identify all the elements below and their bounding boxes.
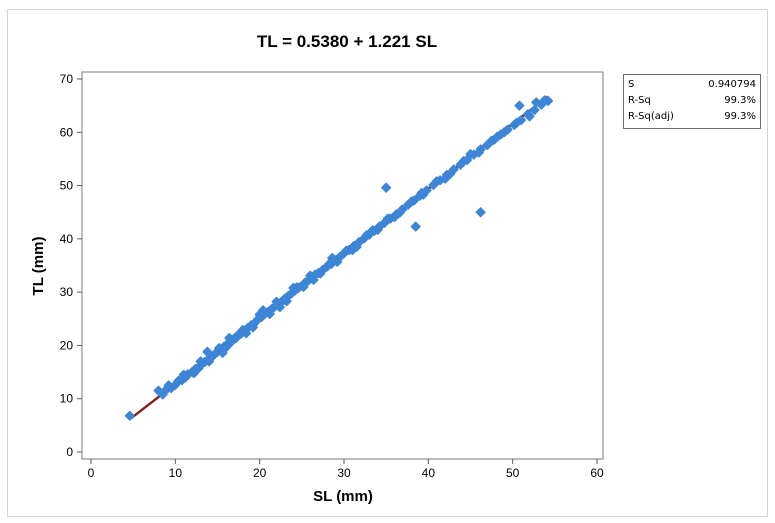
y-axis-label: TL (mm) <box>30 237 47 296</box>
stat-row-s: S 0.940794 <box>628 77 756 93</box>
y-tick-label: 20 <box>60 338 74 352</box>
data-point <box>202 346 213 357</box>
data-point <box>531 97 542 108</box>
data-point <box>315 268 326 279</box>
data-point <box>389 212 400 223</box>
data-point <box>241 328 252 339</box>
data-point <box>492 131 503 142</box>
x-tick-label: 50 <box>506 466 520 480</box>
data-point <box>274 302 285 313</box>
data-point <box>188 368 199 379</box>
stat-label: R-Sq <box>628 95 651 106</box>
model-summary-box: S 0.940794 R-Sq 99.3% R-Sq(adj) 99.3% <box>623 74 761 129</box>
data-point <box>381 182 392 193</box>
data-point <box>410 221 421 232</box>
data-point <box>264 308 275 319</box>
data-point <box>323 259 334 270</box>
y-tick-label: 50 <box>60 179 74 193</box>
data-point <box>499 127 510 138</box>
x-axis-label: SL (mm) <box>313 488 373 505</box>
data-point <box>465 149 476 160</box>
data-point <box>539 95 550 106</box>
data-point <box>511 117 522 128</box>
x-tick-label: 30 <box>337 466 351 480</box>
data-point <box>524 111 535 122</box>
data-point <box>440 173 451 184</box>
data-point <box>163 380 174 391</box>
data-point <box>247 322 258 333</box>
data-point <box>178 369 189 380</box>
data-points <box>124 95 554 421</box>
data-point <box>475 207 486 218</box>
data-point <box>367 225 378 236</box>
data-point <box>445 168 456 179</box>
y-tick-label: 10 <box>60 392 74 406</box>
x-tick-label: 20 <box>253 466 267 480</box>
data-point <box>298 281 309 292</box>
data-point <box>258 305 269 316</box>
data-point <box>347 245 358 256</box>
x-tick-label: 40 <box>422 466 436 480</box>
y-tick-label: 30 <box>60 285 74 299</box>
x-axis: 0 10 20 30 40 50 60 <box>88 459 604 480</box>
stat-label: S <box>628 79 635 90</box>
chart-title: TL = 0.5380 + 1.221 SL <box>257 32 437 51</box>
data-point <box>431 176 442 187</box>
stat-value: 0.940794 <box>708 79 756 90</box>
x-tick-label: 10 <box>169 466 183 480</box>
data-point <box>291 282 302 293</box>
stat-row-r-sq: R-Sq 99.3% <box>628 93 756 109</box>
x-tick-label: 0 <box>88 466 95 480</box>
data-point <box>416 188 427 199</box>
data-point <box>406 196 417 207</box>
data-point <box>361 230 372 241</box>
data-point <box>458 156 469 167</box>
data-point <box>224 332 235 343</box>
data-point <box>217 347 228 358</box>
y-tick-label: 0 <box>66 445 73 459</box>
data-point <box>486 135 497 146</box>
stat-row-r-sq-adj: R-Sq(adj) 99.3% <box>628 109 756 125</box>
data-point <box>157 389 168 400</box>
data-point <box>473 147 484 158</box>
data-point <box>514 100 525 111</box>
data-point <box>516 115 527 126</box>
stat-label: R-Sq(adj) <box>628 111 674 122</box>
data-point <box>195 356 206 367</box>
data-point <box>124 410 135 421</box>
data-point <box>204 356 215 367</box>
x-tick-label: 60 <box>590 466 604 480</box>
y-tick-label: 60 <box>60 125 74 139</box>
data-point <box>529 104 540 115</box>
stat-value: 99.3% <box>724 95 756 106</box>
y-tick-label: 40 <box>60 232 74 246</box>
y-axis: 0 10 20 30 40 50 60 70 <box>60 72 82 459</box>
data-point <box>281 296 292 307</box>
data-point <box>308 274 319 285</box>
y-tick-label: 70 <box>60 72 74 86</box>
data-point <box>327 253 338 264</box>
plot-area <box>81 71 604 460</box>
data-point <box>231 332 242 343</box>
stat-value: 99.3% <box>724 111 756 122</box>
